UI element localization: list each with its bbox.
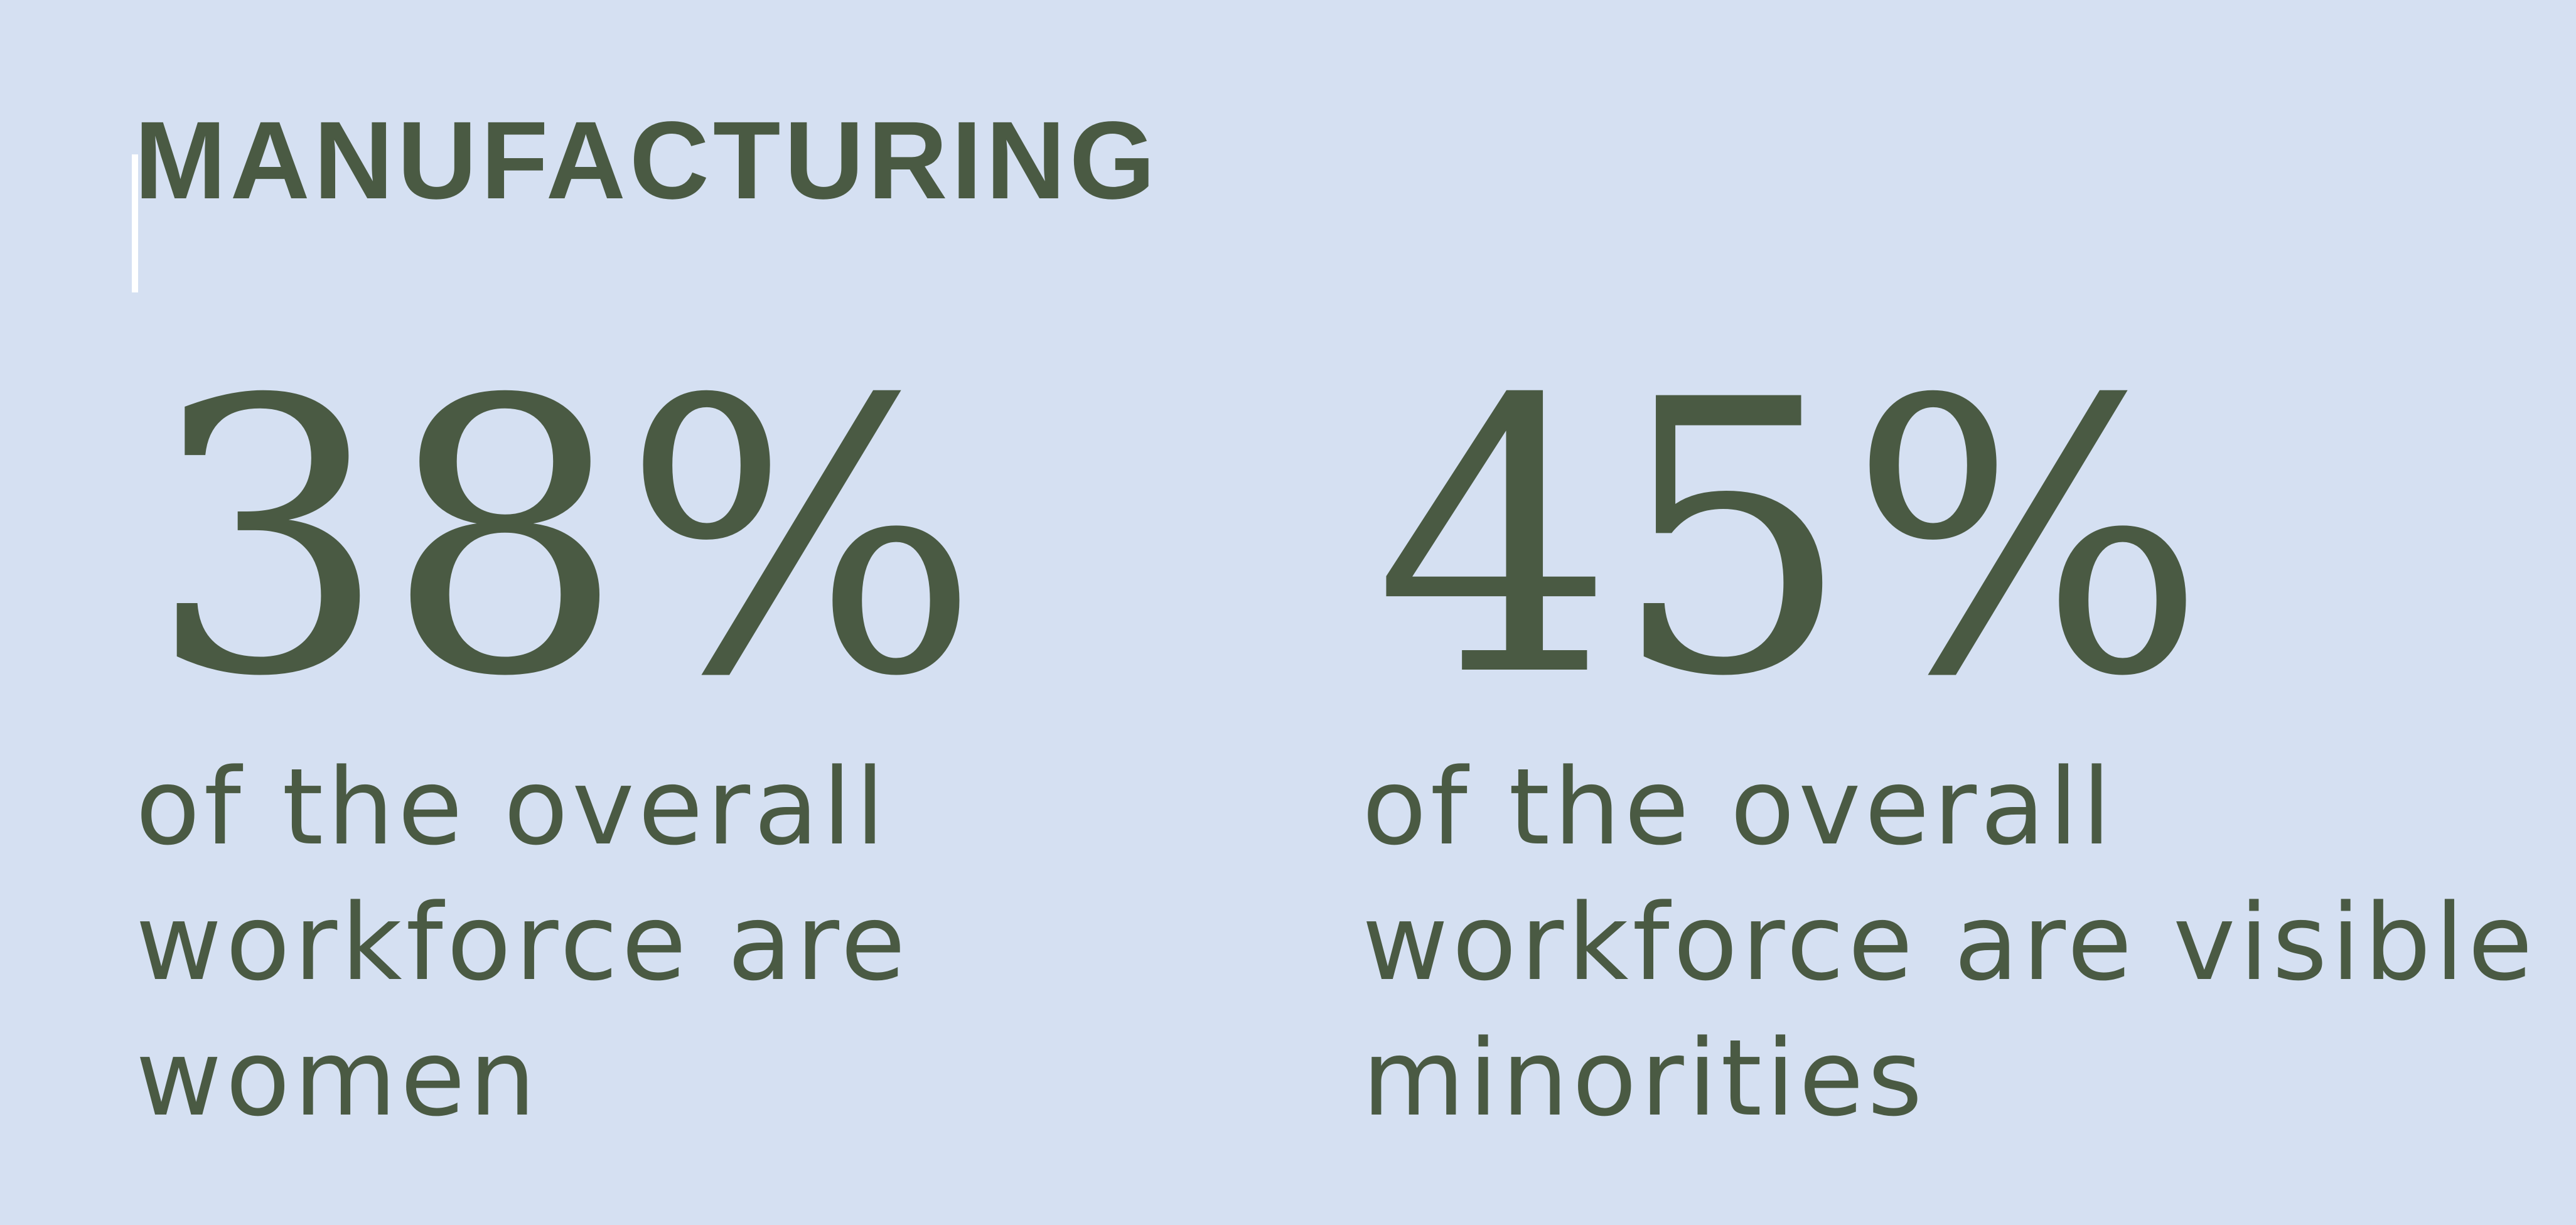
stat-value: 45% xyxy=(1375,320,2207,759)
stat-description: of the overall workforce are women xyxy=(136,739,1328,1146)
card-notch-bottom-curve xyxy=(0,292,276,569)
stat-value: 38% xyxy=(148,320,980,759)
stat-description-line: women xyxy=(136,1017,540,1140)
stat-description-line: of the overall xyxy=(1362,746,2115,869)
stat-description-line: minorities xyxy=(1362,1017,1926,1140)
stat-description-line: of the overall xyxy=(136,746,889,869)
stat-visible-minorities: 45% of the overall workforce are visible… xyxy=(1362,320,2533,1140)
section-heading: MANUFACTURING xyxy=(134,99,1159,222)
card-notch-top-curve xyxy=(0,0,132,292)
stat-description: of the overall workforce are visible min… xyxy=(1362,739,2555,1146)
stat-description-line: workforce are visible xyxy=(1362,881,2537,1004)
stat-description-line: workforce are xyxy=(136,881,910,1004)
stat-women: 38% of the overall workforce are women xyxy=(136,320,980,1140)
